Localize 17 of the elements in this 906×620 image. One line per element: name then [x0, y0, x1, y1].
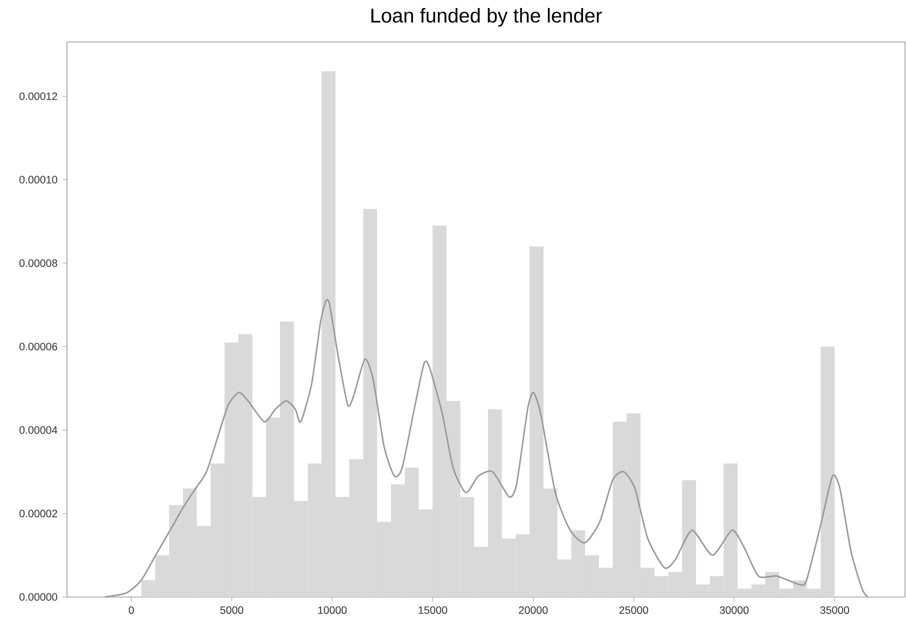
x-tick-label: 0 — [128, 606, 134, 614]
x-tick-label: 20000 — [518, 606, 548, 614]
x-tick-label: 5000 — [220, 606, 244, 614]
x-tick-label: 30000 — [720, 606, 749, 614]
x-tick-label: 10000 — [318, 606, 347, 614]
y-tick-label: 0.00010 — [19, 176, 58, 184]
line-series — [104, 300, 868, 598]
x-tick-label: 15000 — [418, 606, 448, 614]
y-tick-label: 0.00000 — [19, 593, 58, 601]
x-tick-label: 35000 — [820, 606, 850, 614]
y-tick-label: 0.00012 — [19, 92, 58, 100]
y-tick-label: 0.00008 — [19, 259, 58, 267]
x-tick-label: 25000 — [619, 606, 648, 614]
y-tick-label: 0.00002 — [19, 510, 58, 518]
y-tick-label: 0.00004 — [19, 426, 58, 434]
y-tick-label: 0.00006 — [19, 342, 58, 350]
chart-title: Loan funded by the lender — [371, 8, 602, 27]
